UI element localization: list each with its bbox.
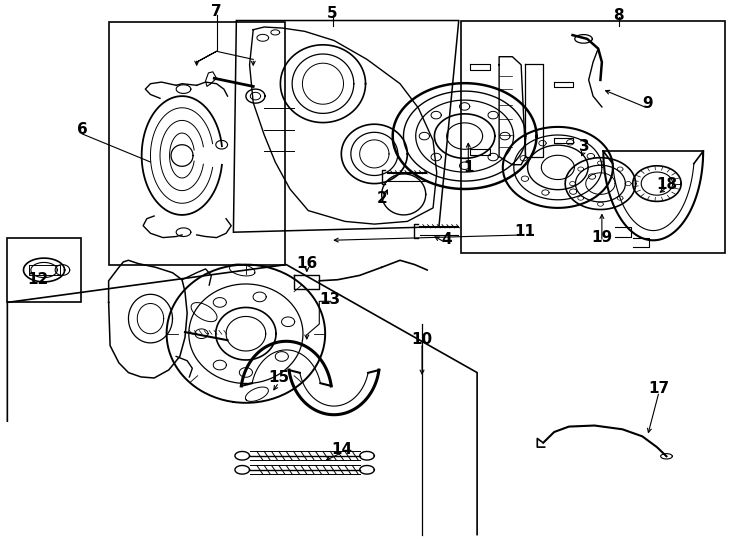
Text: 3: 3: [579, 139, 589, 154]
Text: 5: 5: [327, 6, 338, 21]
Bar: [461, 21, 725, 253]
Text: 12: 12: [28, 272, 48, 287]
Text: 14: 14: [332, 442, 352, 457]
Text: 10: 10: [412, 332, 432, 347]
Bar: [7, 238, 81, 302]
Text: 17: 17: [649, 381, 669, 396]
Text: 8: 8: [614, 8, 624, 23]
Text: 4: 4: [441, 232, 451, 247]
Text: 15: 15: [269, 370, 289, 386]
Text: 2: 2: [377, 191, 387, 206]
Bar: [109, 22, 285, 265]
Text: 13: 13: [320, 292, 341, 307]
Text: 11: 11: [515, 224, 535, 239]
Text: 1: 1: [463, 160, 473, 175]
Text: 18: 18: [656, 177, 677, 192]
Text: 16: 16: [297, 256, 317, 271]
Text: 9: 9: [642, 96, 653, 111]
Text: 19: 19: [592, 230, 612, 245]
Text: 7: 7: [211, 4, 222, 19]
Text: 6: 6: [77, 122, 87, 137]
